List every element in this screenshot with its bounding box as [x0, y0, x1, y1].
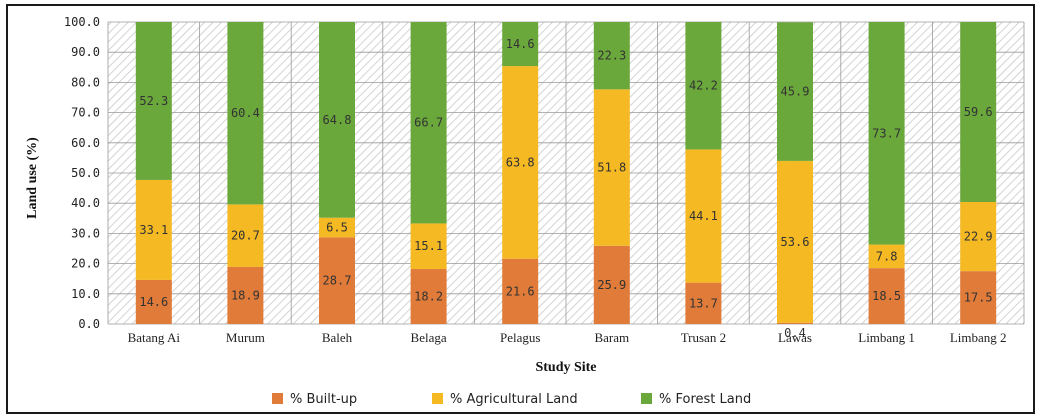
x-tick-label: Baram — [594, 330, 629, 345]
bar-segment — [960, 271, 997, 324]
data-label: 59.6 — [964, 105, 993, 119]
bar-segment — [410, 223, 447, 270]
data-label: 15.1 — [414, 239, 443, 253]
data-label: 18.2 — [414, 290, 443, 304]
data-label: 33.1 — [139, 223, 168, 237]
data-label: 7.8 — [876, 249, 898, 263]
bar-segment — [227, 22, 264, 205]
legend-swatch — [432, 393, 443, 404]
data-label: 63.8 — [506, 155, 535, 169]
x-tick-label: Murum — [226, 330, 265, 345]
x-tick-label: Baleh — [322, 330, 353, 345]
y-tick-label: 70.0 — [71, 106, 100, 120]
y-tick-label: 10.0 — [71, 287, 100, 301]
bar-segment — [777, 322, 813, 324]
data-label: 44.1 — [689, 209, 718, 223]
bar-segment — [227, 266, 264, 324]
legend-label: % Agricultural Land — [450, 392, 578, 407]
data-label: 51.8 — [597, 161, 626, 175]
x-tick-label: Trusan 2 — [681, 330, 726, 345]
bar-segment — [502, 258, 539, 324]
bar-segment — [135, 22, 172, 180]
bar-segment — [685, 282, 722, 324]
bar-segment — [319, 237, 355, 324]
data-label: 21.6 — [506, 284, 535, 298]
data-label: 73.7 — [872, 126, 901, 140]
y-axis-title: Land use (%) — [25, 137, 40, 219]
legend-swatch — [272, 393, 283, 404]
data-label: 14.6 — [139, 295, 168, 309]
y-tick-label: 0.0 — [78, 317, 100, 331]
y-tick-label: 30.0 — [71, 226, 100, 240]
bar-segment — [502, 22, 539, 67]
bar-segment — [319, 217, 355, 238]
bar-segment — [410, 269, 447, 324]
data-label: 17.5 — [964, 291, 993, 305]
bar-segment — [593, 245, 630, 324]
legend-swatch — [641, 393, 652, 404]
bar-segment — [685, 22, 722, 150]
data-label: 22.9 — [964, 230, 993, 244]
y-tick-label: 50.0 — [71, 166, 100, 180]
x-tick-label: Pelagus — [500, 330, 540, 345]
bar-segment — [410, 22, 447, 224]
x-axis-title: Study Site — [535, 360, 596, 375]
x-tick-label: Batang Ai — [128, 330, 181, 345]
data-label: 45.9 — [781, 85, 810, 99]
data-label: 66.7 — [414, 116, 443, 130]
data-label: 52.3 — [139, 94, 168, 108]
y-tick-label: 100.0 — [64, 15, 100, 29]
data-label: 25.9 — [597, 278, 626, 292]
bar-segment — [777, 160, 813, 323]
y-tick-label: 60.0 — [71, 136, 100, 150]
data-label: 18.5 — [872, 289, 901, 303]
y-tick-label: 40.0 — [71, 196, 100, 210]
data-label: 13.7 — [689, 296, 718, 310]
chart-svg: 0.0 10.0 20.0 30.0 40.0 50.0 60.0 70.0 80.0 90.0 1… — [25, 15, 1025, 407]
x-tick-label: Limbang 2 — [950, 330, 1007, 345]
legend-label: % Forest Land — [659, 392, 751, 407]
data-label: 28.7 — [323, 274, 352, 288]
data-label-layer: 14.6 33.1 52.3 18.9 20.7 60.4 28.7 6.5 64.8 18.2 1… — [139, 37, 992, 340]
data-label: 53.6 — [781, 235, 810, 249]
bar-segment — [960, 22, 997, 202]
data-label: 64.8 — [323, 113, 352, 127]
x-tick-labels: Batang Ai Murum Baleh Belaga Pelagus Baram Tru… — [128, 330, 1007, 345]
bar-segment — [685, 149, 722, 283]
chart-frame: 0.0 10.0 20.0 30.0 40.0 50.0 60.0 70.0 80.0 90.0 1… — [6, 4, 1035, 414]
bar-segment — [868, 22, 905, 245]
x-tick-label: Limbang 1 — [858, 330, 915, 345]
legend: % Built-up % Agricultural Land % Forest La… — [272, 392, 751, 407]
bar-segment — [135, 279, 172, 324]
bar-segment — [868, 268, 905, 324]
bar-segment — [319, 22, 355, 218]
y-tick-labels: 0.0 10.0 20.0 30.0 40.0 50.0 60.0 70.0 80.0 90.0 1… — [64, 15, 100, 331]
data-label: 20.7 — [231, 229, 260, 243]
bar-segment — [593, 22, 630, 90]
x-tick-label: Belaga — [411, 330, 447, 345]
y-tick-label: 20.0 — [71, 257, 100, 271]
bar-segment — [960, 201, 997, 272]
bar-layer — [135, 22, 997, 324]
bar-segment — [227, 204, 264, 267]
x-tick-label: Lawas — [778, 330, 812, 345]
bar-segment — [135, 179, 172, 280]
data-label: 0.4 — [784, 326, 806, 340]
bar-segment — [502, 66, 539, 259]
data-label: 6.5 — [326, 221, 348, 235]
legend-label: % Built-up — [290, 392, 357, 407]
y-tick-label: 80.0 — [71, 75, 100, 89]
bar-segment — [777, 22, 813, 161]
data-label: 60.4 — [231, 106, 260, 120]
data-label: 14.6 — [506, 37, 535, 51]
data-label: 22.3 — [597, 49, 626, 63]
data-label: 18.9 — [231, 288, 260, 302]
data-label: 42.2 — [689, 79, 718, 93]
bar-segment — [868, 244, 905, 269]
bar-segment — [593, 89, 630, 246]
y-tick-label: 90.0 — [71, 45, 100, 59]
